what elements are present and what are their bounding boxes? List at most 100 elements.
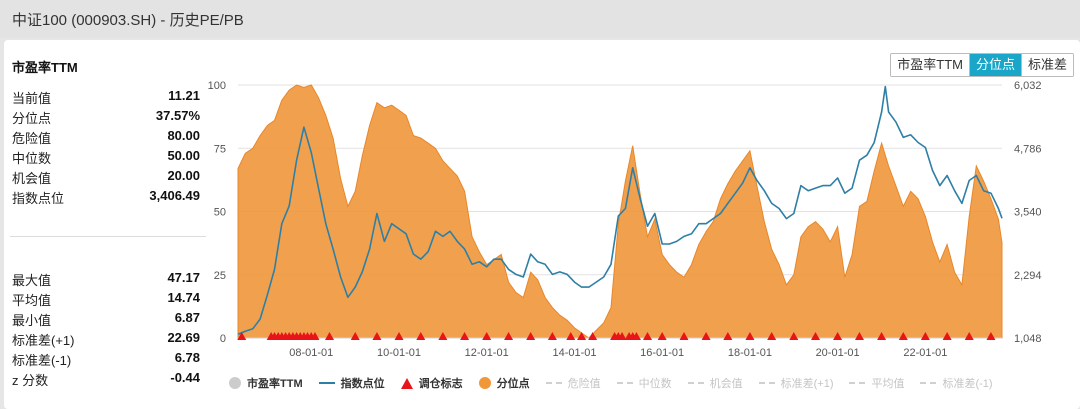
legend-label: 中位数: [638, 378, 672, 390]
stat-std-plus: 标准差(+1) 22.69: [12, 330, 204, 350]
tab-percentile[interactable]: 分位点: [968, 54, 1021, 76]
rebalance-marker: [237, 332, 247, 340]
legend-label: 标准差(-1): [942, 378, 993, 390]
tab-pe-ttm[interactable]: 市盈率TTM: [891, 54, 969, 76]
rebalance-marker: [438, 332, 448, 340]
x-tick-label: 18-01-01: [728, 347, 772, 359]
rebalance-marker: [460, 332, 470, 340]
stat-value: 14.74: [167, 290, 200, 305]
stat-value: -0.44: [170, 370, 200, 385]
stat-value: 6.87: [174, 310, 200, 325]
rebalance-marker: [310, 332, 320, 340]
y-right-tick-label: 1,048: [1014, 333, 1042, 345]
stat-label: 危险值: [12, 131, 52, 146]
stat-label: 平均值: [12, 293, 52, 308]
legend-dash-icon: [687, 382, 704, 384]
y-right-tick-label: 3,540: [1014, 207, 1042, 219]
rebalance-marker: [617, 332, 627, 340]
stat-label: 当前值: [12, 91, 52, 106]
rebalance-marker: [920, 332, 930, 340]
legend-label: 标准差(+1): [780, 378, 834, 390]
stat-value: 50.00: [167, 148, 200, 163]
legend-label: 分位点: [496, 378, 530, 390]
stat-mean: 平均值 14.74: [12, 290, 204, 310]
legend-dash-icon: [545, 382, 562, 384]
rebalance-marker: [657, 332, 667, 340]
rebalance-marker: [526, 332, 536, 340]
rebalance-marker: [767, 332, 777, 340]
index-line: [237, 85, 1003, 336]
legend-label: 指数点位: [340, 378, 385, 390]
legend-label: 市盈率TTM: [247, 378, 303, 390]
legend-item-rebalance[interactable]: 调仓标志: [400, 375, 463, 391]
stat-max: 最大值 47.17: [12, 270, 204, 290]
stat-min: 最小值 6.87: [12, 310, 204, 330]
stat-value: 6.78: [174, 350, 200, 365]
stat-z-score: z 分数 -0.44: [12, 370, 204, 390]
rebalance-marker: [394, 332, 404, 340]
legend-item-opportunity[interactable]: 机会值: [687, 375, 743, 391]
y-left-tick-label: 25: [214, 270, 226, 282]
rebalance-marker: [854, 332, 864, 340]
rebalance-marker: [701, 332, 711, 340]
chart-legend: 市盈率TTM 指数点位 调仓标志 分位点 危险值 中位数 机会值 标准差(+1: [229, 374, 1009, 392]
legend-circle-icon: [478, 377, 491, 389]
stat-std-minus: 标准差(-1) 6.78: [12, 350, 204, 370]
legend-label: 机会值: [709, 378, 743, 390]
legend-item-std-minus[interactable]: 标准差(-1): [920, 375, 993, 391]
stat-label: 分位点: [12, 111, 52, 126]
valuation-chart[interactable]: 0 25 50 75 100 1,048 2,294 3,540 4,786 6,032 08-01…: [4, 40, 1080, 370]
rebalance-marker: [325, 332, 335, 340]
legend-triangle-icon: [400, 377, 413, 389]
rebalance-marker: [679, 332, 689, 340]
rebalance-marker: [504, 332, 514, 340]
legend-item-percentile[interactable]: 分位点: [478, 375, 530, 391]
stats-divider: [10, 236, 206, 237]
x-tick-label: 14-01-01: [552, 347, 596, 359]
rebalance-marker: [631, 332, 641, 340]
rebalance-marker: [833, 332, 843, 340]
legend-dash-icon: [849, 382, 866, 384]
x-tick-label: 20-01-01: [816, 347, 860, 359]
window-title: 中证100 (000903.SH) - 历史PE/PB: [12, 12, 244, 29]
legend-label: 危险值: [567, 378, 601, 390]
rebalance-marker: [898, 332, 908, 340]
tab-std-dev[interactable]: 标准差: [1020, 54, 1073, 76]
legend-item-median[interactable]: 中位数: [616, 375, 672, 391]
view-tabs: 市盈率TTM 分位点 标准差: [890, 53, 1074, 77]
stat-value: 11.21: [168, 88, 200, 103]
x-tick-label: 22-01-01: [903, 347, 947, 359]
percentile-area: [237, 84, 1003, 339]
legend-item-danger[interactable]: 危险值: [545, 375, 601, 391]
rebalance-marker: [789, 332, 799, 340]
stat-label: 机会值: [12, 171, 52, 186]
legend-dash-icon: [616, 382, 633, 384]
y-left-tick-label: 75: [214, 143, 226, 155]
rebalance-marker: [482, 332, 492, 340]
stat-label: 标准差(-1): [12, 353, 72, 368]
stats-panel: 市盈率TTM 当前值 11.21 分位点 37.57% 危险值 80.00 中位…: [4, 40, 212, 409]
stat-label: 最大值: [12, 273, 52, 288]
legend-label: 平均值: [871, 378, 905, 390]
y-right-tick-label: 4,786: [1014, 143, 1042, 155]
y-left-tick-label: 100: [208, 80, 226, 92]
stat-label: 最小值: [12, 313, 52, 328]
legend-item-index[interactable]: 指数点位: [318, 375, 385, 391]
legend-item-mean[interactable]: 平均值: [849, 375, 904, 391]
stat-current-value: 当前值 11.21: [12, 88, 204, 108]
stat-index-points: 指数点位 3,406.49: [12, 188, 204, 208]
legend-item-pe-ttm[interactable]: 市盈率TTM: [229, 375, 303, 391]
rebalance-marker: [811, 332, 821, 340]
stat-value: 20.00: [167, 168, 200, 183]
legend-line-icon: [318, 382, 335, 384]
rebalance-marker: [877, 332, 887, 340]
rebalance-marker: [723, 332, 733, 340]
x-tick-label: 12-01-01: [465, 347, 509, 359]
rebalance-marker: [577, 332, 587, 340]
rebalance-marker: [986, 332, 996, 340]
x-tick-label: 10-01-01: [377, 347, 421, 359]
stat-value: 80.00: [167, 128, 200, 143]
rebalance-marker: [964, 332, 974, 340]
rebalance-marker: [416, 332, 426, 340]
legend-item-std-plus[interactable]: 标准差(+1): [758, 375, 834, 391]
